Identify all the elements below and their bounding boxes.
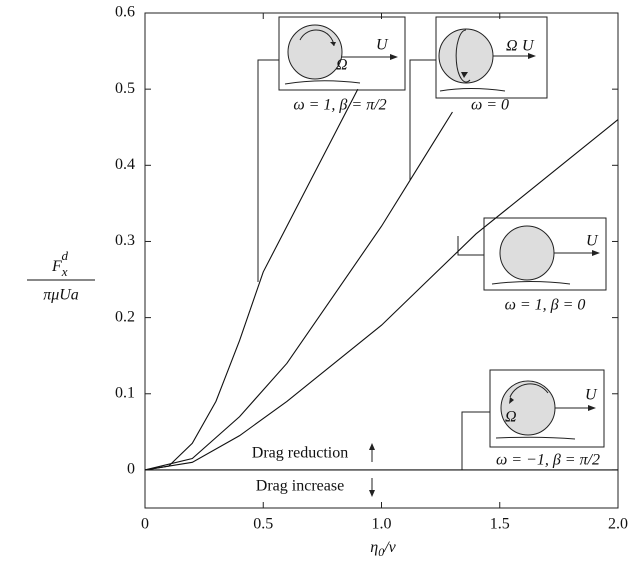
rotation-arrow: [299, 29, 335, 47]
x-tick-label: 0: [141, 516, 149, 533]
y-tick-label: 0.6: [115, 4, 135, 21]
annotation: Drag reduction: [252, 445, 348, 462]
connector: [461, 411, 490, 470]
arrowhead: [390, 54, 398, 60]
inset: [278, 16, 406, 91]
velocity-label: U: [586, 233, 599, 250]
x-axis-label: η0/ν: [370, 539, 396, 559]
case-label: ω = −1, β = π/2: [496, 452, 600, 469]
y-tick-label: 0.1: [115, 384, 135, 401]
rotation-label: Ω: [505, 409, 517, 426]
x-tick-label: 2.0: [608, 516, 628, 533]
curve: [144, 119, 619, 471]
sphere: [499, 225, 555, 281]
inset: [435, 16, 548, 99]
rotation-label: Ω: [336, 57, 348, 74]
y-tick-label: 0.3: [115, 232, 135, 249]
y-tick-label: 0: [127, 461, 135, 478]
insets: [257, 16, 607, 497]
y-axis-label-denominator: πμUa: [43, 287, 79, 304]
inset: [489, 369, 605, 448]
arrowhead: [330, 42, 336, 46]
x-label-main: η: [370, 539, 378, 556]
x-tick-label: 1.5: [490, 516, 510, 533]
rotation-arrow: [509, 383, 549, 398]
wall: [439, 88, 506, 92]
case-label: ω = 0: [471, 97, 509, 114]
curve: [144, 88, 359, 471]
sphere: [287, 24, 343, 80]
x-label-rest: /ν: [383, 539, 396, 556]
wall: [491, 281, 571, 285]
connector: [257, 59, 279, 282]
annotation: Drag increase: [256, 478, 344, 495]
y-tick-label: 0.4: [115, 156, 135, 173]
curve: [144, 111, 453, 471]
rotation-label: Ω: [506, 38, 518, 55]
connector: [457, 236, 484, 256]
arrowhead: [528, 53, 536, 59]
velocity-label: U: [522, 38, 535, 55]
y-label-main: F: [51, 258, 62, 275]
arrowhead: [588, 405, 596, 411]
arrowhead: [369, 490, 375, 497]
wall: [495, 436, 576, 440]
y-axis-label: Fxd: [51, 248, 69, 279]
x-label-sub: 0: [378, 545, 384, 559]
arrowhead: [461, 72, 468, 78]
arrowhead: [369, 443, 375, 450]
y-tick-label: 0.5: [115, 80, 135, 97]
x-tick-label: 1.0: [372, 516, 392, 533]
arrowhead: [509, 397, 514, 404]
connector: [409, 59, 436, 180]
y-label-sub: x: [61, 264, 68, 279]
wall: [284, 80, 361, 85]
arrowhead: [592, 250, 600, 256]
x-tick-label: 0.5: [253, 516, 273, 533]
case-label: ω = 1, β = 0: [505, 297, 586, 314]
rotation-arrow: [455, 29, 471, 83]
velocity-label: U: [585, 387, 598, 404]
case-label: ω = 1, β = π/2: [293, 97, 386, 114]
y-label-sup: d: [62, 248, 69, 263]
inset: [483, 217, 607, 291]
y-tick-label: 0.2: [115, 308, 135, 325]
velocity-label: U: [376, 37, 389, 54]
